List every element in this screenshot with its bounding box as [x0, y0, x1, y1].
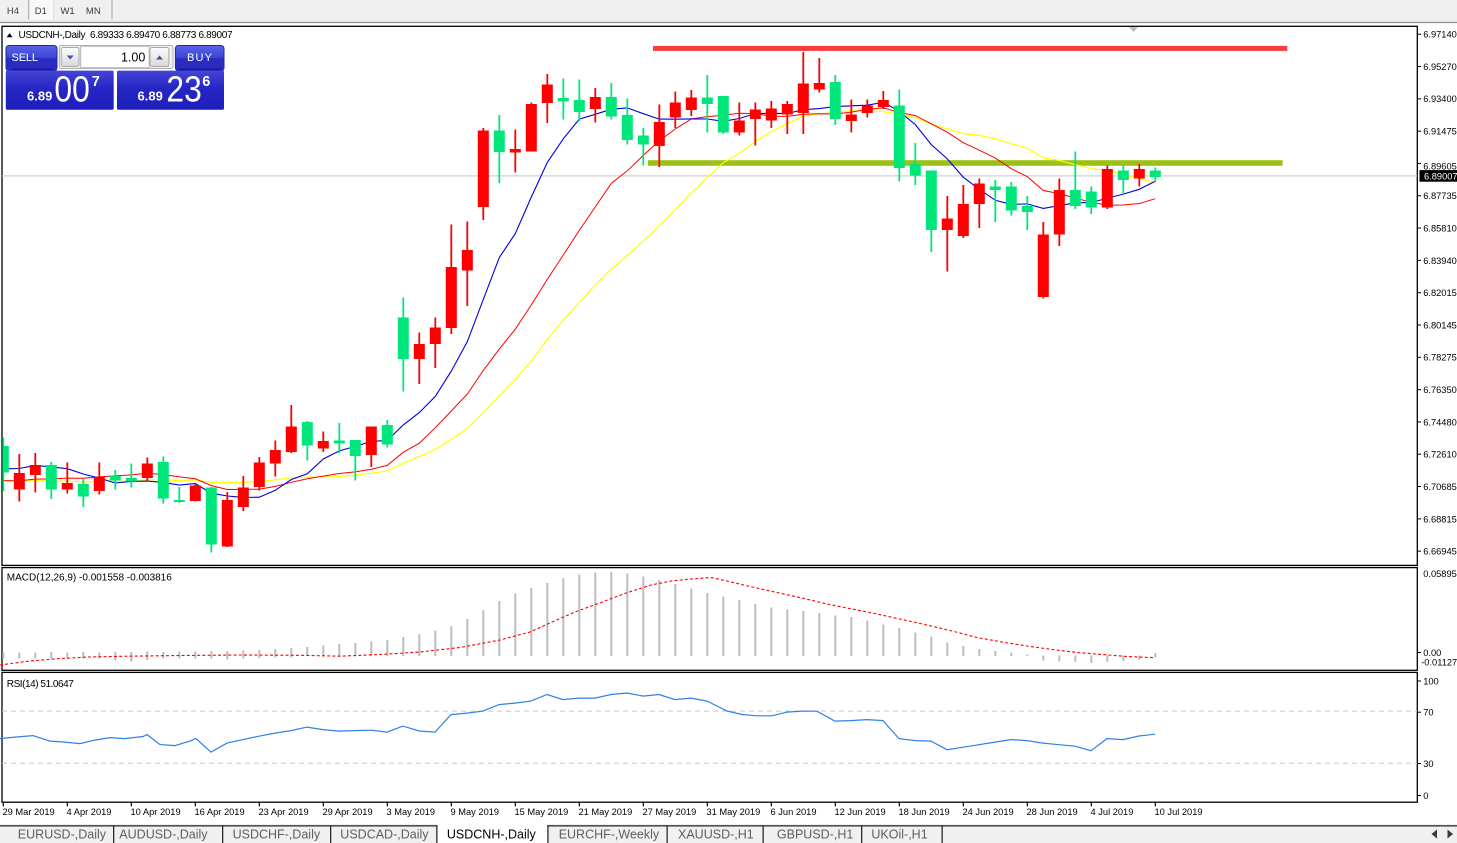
svg-text:0.00: 0.00 — [1423, 648, 1441, 658]
svg-text:6.70685: 6.70685 — [1423, 482, 1457, 492]
svg-text:29 Apr 2019: 29 Apr 2019 — [323, 807, 373, 817]
svg-text:12 Jun 2019: 12 Jun 2019 — [835, 807, 886, 817]
svg-text:6.72610: 6.72610 — [1423, 450, 1457, 460]
svg-text:18 Jun 2019: 18 Jun 2019 — [899, 807, 950, 817]
svg-text:100: 100 — [1423, 676, 1439, 686]
svg-text:6.68815: 6.68815 — [1423, 514, 1457, 524]
svg-text:9 May 2019: 9 May 2019 — [451, 807, 500, 817]
svg-text:6.85810: 6.85810 — [1423, 223, 1457, 233]
svg-text:10 Jul 2019: 10 Jul 2019 — [1155, 807, 1203, 817]
svg-text:6.95270: 6.95270 — [1423, 62, 1457, 72]
svg-text:21 May 2019: 21 May 2019 — [579, 807, 633, 817]
svg-text:27 May 2019: 27 May 2019 — [643, 807, 697, 817]
svg-text:00: 00 — [54, 69, 89, 110]
svg-text:D1: D1 — [35, 6, 47, 17]
svg-text:H4: H4 — [7, 6, 19, 17]
svg-text:USDCAD-,Daily: USDCAD-,Daily — [340, 828, 429, 842]
svg-text:MACD(12,26,9) -0.001558 -0.003: MACD(12,26,9) -0.001558 -0.003816 — [7, 573, 172, 584]
svg-text:10 Apr 2019: 10 Apr 2019 — [131, 807, 181, 817]
svg-text:-0.011271: -0.011271 — [1421, 657, 1457, 667]
svg-text:6.80145: 6.80145 — [1423, 320, 1457, 330]
svg-text:EURCHF-,Weekly: EURCHF-,Weekly — [559, 828, 660, 842]
svg-text:6: 6 — [202, 74, 210, 90]
svg-text:4 Apr 2019: 4 Apr 2019 — [67, 807, 112, 817]
svg-text:15 May 2019: 15 May 2019 — [515, 807, 569, 817]
svg-text:30: 30 — [1423, 759, 1433, 769]
svg-text:MN: MN — [86, 6, 101, 17]
svg-text:1.00: 1.00 — [121, 50, 145, 64]
svg-text:6.76350: 6.76350 — [1423, 385, 1457, 395]
svg-text:6.66945: 6.66945 — [1423, 547, 1457, 557]
svg-text:6.93400: 6.93400 — [1423, 94, 1457, 104]
svg-text:6.97140: 6.97140 — [1423, 30, 1457, 40]
svg-text:RSI(14) 51.0647: RSI(14) 51.0647 — [7, 679, 74, 690]
svg-text:6.74480: 6.74480 — [1423, 417, 1457, 427]
svg-text:4 Jul 2019: 4 Jul 2019 — [1091, 807, 1134, 817]
svg-text:BUY: BUY — [187, 52, 213, 64]
svg-text:16 Apr 2019: 16 Apr 2019 — [195, 807, 245, 817]
svg-text:EURUSD-,Daily: EURUSD-,Daily — [18, 828, 107, 842]
svg-text:6.83940: 6.83940 — [1423, 256, 1457, 266]
svg-text:USDCHF-,Daily: USDCHF-,Daily — [233, 828, 321, 842]
svg-text:70: 70 — [1423, 708, 1433, 718]
svg-text:SELL: SELL — [12, 52, 39, 64]
svg-text:6.89: 6.89 — [27, 89, 52, 104]
svg-text:6.91475: 6.91475 — [1423, 127, 1457, 137]
svg-text:GBPUSD-,H1: GBPUSD-,H1 — [777, 828, 853, 842]
svg-text:6.89605: 6.89605 — [1423, 161, 1457, 171]
svg-text:USDCNH-,Daily: USDCNH-,Daily — [447, 828, 537, 842]
svg-text:23 Apr 2019: 23 Apr 2019 — [259, 807, 309, 817]
svg-text:6.78275: 6.78275 — [1423, 353, 1457, 363]
svg-text:6.89: 6.89 — [138, 89, 163, 104]
svg-text:0: 0 — [1423, 791, 1428, 801]
svg-text:29 Mar 2019: 29 Mar 2019 — [3, 807, 55, 817]
svg-text:24 Jun 2019: 24 Jun 2019 — [963, 807, 1014, 817]
svg-text:6.89007: 6.89007 — [1424, 171, 1457, 181]
svg-text:6.82015: 6.82015 — [1423, 288, 1457, 298]
svg-text:6.87735: 6.87735 — [1423, 191, 1457, 201]
svg-text:23: 23 — [166, 69, 201, 110]
svg-text:31 May 2019: 31 May 2019 — [707, 807, 761, 817]
svg-text:7: 7 — [92, 74, 100, 90]
svg-text:3 May 2019: 3 May 2019 — [387, 807, 436, 817]
svg-text:UKOil-,H1: UKOil-,H1 — [871, 828, 927, 842]
svg-text:6 Jun 2019: 6 Jun 2019 — [771, 807, 817, 817]
svg-text:28 Jun 2019: 28 Jun 2019 — [1027, 807, 1078, 817]
svg-text:XAUUSD-,H1: XAUUSD-,H1 — [678, 828, 754, 842]
svg-text:AUDUSD-,Daily: AUDUSD-,Daily — [119, 828, 208, 842]
svg-text:0.058954: 0.058954 — [1423, 569, 1457, 579]
svg-text:USDCNH-,Daily 6.89333 6.89470: USDCNH-,Daily 6.89333 6.89470 6.88773 6.… — [19, 30, 233, 41]
svg-text:W1: W1 — [60, 6, 74, 17]
